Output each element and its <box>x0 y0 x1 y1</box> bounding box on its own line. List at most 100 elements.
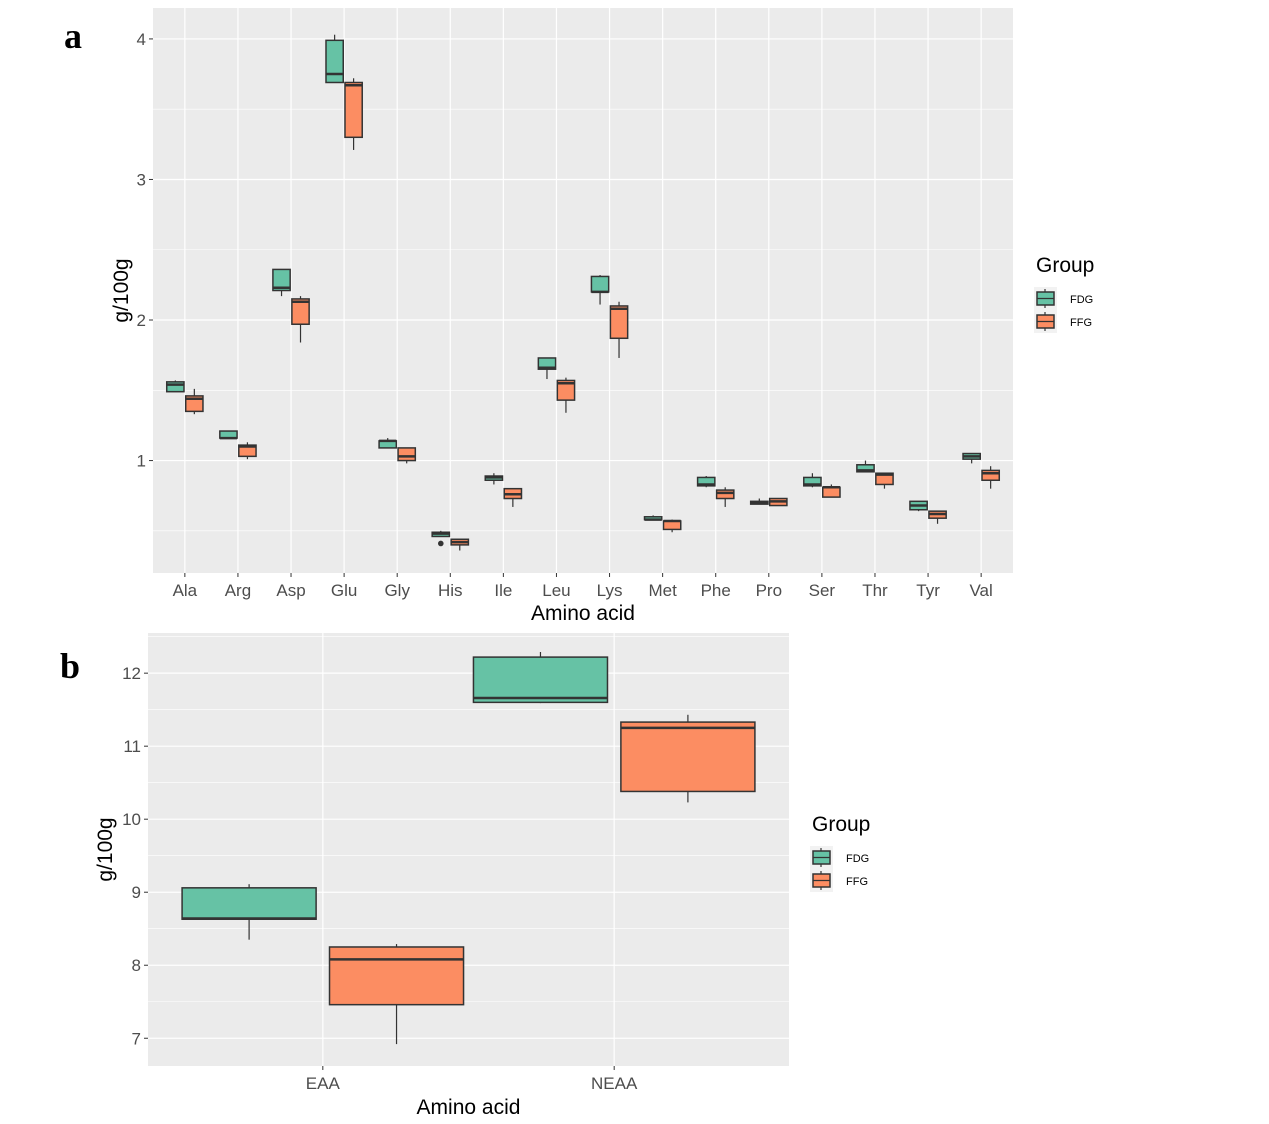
box-ffg-tyr <box>928 510 947 524</box>
legend-item-fdg: FDG <box>1036 289 1093 308</box>
box-body <box>875 472 894 486</box>
box-fdg-met <box>643 515 663 521</box>
box-ffg-phe <box>715 487 735 507</box>
box-body <box>165 381 185 393</box>
x-axis-title-a: Amino acid <box>531 602 635 625</box>
plot-background-b <box>148 633 789 1066</box>
outlier-point <box>437 540 444 547</box>
box-fdg-ser <box>803 473 822 488</box>
y-tick-label: 8 <box>132 956 141 975</box>
legend-label-fdg: FDG <box>1070 294 1093 306</box>
box-ffg-gly <box>397 447 417 464</box>
x-tick-label-asp: Asp <box>276 581 305 600</box>
box-body <box>325 39 344 84</box>
x-tick-label-his: His <box>438 581 463 600</box>
y-axis-title-a: g/100g <box>110 258 133 322</box>
box-ffg-glu <box>344 78 363 150</box>
x-tick-label-neaa: NEAA <box>591 1074 638 1093</box>
box-body <box>696 476 716 487</box>
x-tick-label-tyr: Tyr <box>916 581 940 600</box>
box-fdg-glu <box>325 34 344 84</box>
x-tick-label-met: Met <box>648 581 677 600</box>
y-axis-a: 1 2 3 4 <box>137 30 153 471</box>
plot-background-a <box>153 8 1013 573</box>
box-body <box>537 357 557 370</box>
x-tick-label-val: Val <box>969 581 992 600</box>
box-fdg-asp <box>272 268 291 297</box>
y-tick-label: 2 <box>137 311 146 330</box>
boxes-a <box>165 34 1001 551</box>
x-tick-label-ser: Ser <box>809 581 836 600</box>
box-ffg-lys <box>609 301 629 358</box>
box-ffg-his <box>450 538 470 551</box>
box-body <box>181 887 317 920</box>
box-body <box>981 469 1001 481</box>
box-body <box>715 489 735 500</box>
y-tick-label: 1 <box>137 452 146 471</box>
box-ffg-met <box>662 519 682 533</box>
box-ffg-leu <box>556 377 576 413</box>
box-body <box>822 486 841 498</box>
box-fdg-ile <box>484 473 504 485</box>
y-tick-label: 12 <box>122 664 141 683</box>
box-body <box>590 275 610 293</box>
x-tick-label-gly: Gly <box>384 581 410 600</box>
y-tick-label: 11 <box>123 737 141 756</box>
box-body <box>609 305 629 340</box>
box-fdg-tyr <box>909 500 928 512</box>
box-ffg-eaa <box>328 944 465 1045</box>
x-axis-title-b: Amino acid <box>417 1096 521 1119</box>
box-body <box>397 447 417 462</box>
box-ffg-ile <box>503 487 523 507</box>
legend-label-fdg: FDG <box>846 853 869 865</box>
x-tick-label-lys: Lys <box>597 581 623 600</box>
y-tick-label: 3 <box>137 170 146 189</box>
box-body <box>803 476 822 487</box>
box-ffg-neaa <box>620 714 756 803</box>
x-tick-label-ile: Ile <box>494 581 512 600</box>
panel-label-b: b <box>60 646 80 686</box>
y-axis-title-b: g/100g <box>94 817 117 881</box>
y-tick-label: 7 <box>132 1029 141 1048</box>
legend-a: Group FDG FFG <box>1034 254 1094 333</box>
box-ffg-asp <box>291 296 310 343</box>
box-fdg-arg <box>219 430 238 440</box>
y-tick-label: 9 <box>132 883 141 902</box>
x-tick-label-pro: Pro <box>756 581 782 600</box>
y-axis-b: 7 8 9 10 11 12 <box>122 664 148 1048</box>
box-ffg-val <box>981 466 1001 489</box>
legend-b: Group FDG FFG <box>810 813 870 892</box>
legend-label-ffg: FFG <box>846 876 868 888</box>
gridlines-a <box>153 8 1013 573</box>
box-fdg-his <box>431 530 451 547</box>
box-fdg-ala <box>165 380 185 393</box>
box-fdg-phe <box>696 476 716 488</box>
box-body <box>620 721 756 793</box>
x-tick-label-glu: Glu <box>331 581 357 600</box>
legend-item-fdg: FDG <box>812 848 869 867</box>
panel-label-a: a <box>64 16 82 56</box>
x-tick-label-ala: Ala <box>173 581 198 600</box>
box-fdg-leu <box>537 357 557 380</box>
panel-a: a 1 2 3 4 Ala Arg Asp Glu Gly His Ile Leu Lys Met Phe… <box>64 8 1094 625</box>
box-body <box>856 464 875 473</box>
legend-title-b: Group <box>812 813 870 836</box>
boxes-b <box>181 651 756 1045</box>
x-tick-label-leu: Leu <box>542 581 570 600</box>
box-ffg-thr <box>875 472 894 489</box>
legend-title-a: Group <box>1036 254 1094 277</box>
box-fdg-gly <box>378 438 398 449</box>
y-tick-label: 10 <box>122 810 141 829</box>
x-tick-label-eaa: EAA <box>306 1074 341 1093</box>
panel-b: b 7 8 9 10 11 12 EAA NEAA Amino acid g/100g Gr… <box>60 633 870 1119</box>
legend-item-ffg: FFG <box>812 871 868 890</box>
x-axis-a: Ala Arg Asp Glu Gly His Ile Leu Lys Met Phe Pro Ser T… <box>173 573 993 600</box>
x-tick-label-phe: Phe <box>701 581 731 600</box>
box-body <box>556 379 576 401</box>
box-ffg-ala <box>184 388 204 415</box>
box-fdg-lys <box>590 275 610 305</box>
box-body <box>344 81 363 139</box>
legend-item-ffg: FFG <box>1036 312 1092 331</box>
box-fdg-pro <box>749 498 769 505</box>
box-fdg-eaa <box>181 884 317 940</box>
